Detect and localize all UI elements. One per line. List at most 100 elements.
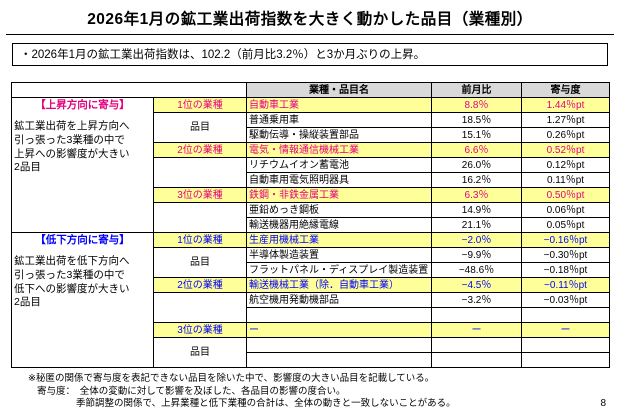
up-section-description-cell: 【上昇方向に寄与】 鉱工業出荷を上昇方向へ 引っ張った3業種の中で 上昇への影響… — [11, 97, 154, 234]
page-title: 2026年1月の鉱工業出荷指数を大きく動かした品目（業種別） — [87, 11, 533, 28]
footnotes: ※秘匿の関係で寄与度を表記できない品目を除いた中で、影響度の大きい品目を記載して… — [28, 373, 620, 410]
industry-name-cell: ー — [246, 322, 432, 339]
item-name-cell — [246, 352, 432, 369]
mom-cell: −2.0％ — [431, 232, 522, 249]
contribution-cell: 0.52％pt — [521, 142, 610, 159]
page-number: 8 — [600, 398, 606, 409]
mom-cell: −48.6％ — [431, 262, 522, 279]
contribution-cell — [521, 352, 610, 369]
contribution-cell — [521, 307, 610, 324]
item-name-cell: 輸送機器用絶縁電線 — [246, 217, 432, 234]
item-name-cell: 航空機用発動機部品 — [246, 292, 432, 309]
mom-cell: 6.3％ — [431, 187, 522, 204]
up-section-text: 鉱工業出荷を上昇方向へ 引っ張った3業種の中で 上昇への影響度が大きい 2品目 — [14, 120, 130, 174]
mom-cell: 14.9％ — [431, 202, 522, 219]
header-corner-cell — [11, 82, 247, 99]
rank-cell: 1位の業種 — [153, 97, 247, 114]
up-section-label: 【上昇方向に寄与】 — [35, 99, 130, 112]
mom-cell: 21.1％ — [431, 217, 522, 234]
contribution-cell: ー — [521, 322, 610, 339]
mom-cell — [431, 352, 522, 369]
rank-cell: 品目 — [153, 247, 247, 279]
mom-cell: 6.6％ — [431, 142, 522, 159]
table-row: 品目 半導体製造装置 −9.9％ −0.30％pt — [12, 247, 610, 279]
mom-cell: −4.5％ — [431, 277, 522, 294]
contribution-cell: 1.44％pt — [521, 97, 610, 114]
industry-name-cell: 電気・情報通信機械工業 — [246, 142, 432, 159]
mom-cell: 15.1％ — [431, 127, 522, 144]
item-name-cell — [246, 307, 432, 324]
table-row: リチウムイオン蓄電池 26.0％ 0.12％pt — [12, 157, 610, 189]
contribution-cell: −0.16％pt — [521, 232, 610, 249]
item-name-cell: フラットパネル・ディスプレイ製造装置 — [246, 262, 432, 279]
rank-cell: 2位の業種 — [153, 277, 247, 294]
header-industry-item: 業種・品目名 — [246, 82, 432, 99]
rank-cell: 3位の業種 — [153, 322, 247, 339]
summary-text: ・2026年1月の鉱工業出荷指数は、102.2（前月比3.2％）と3か月ぶりの上… — [20, 49, 426, 61]
item-name-cell — [246, 337, 432, 354]
mom-cell: ー — [431, 322, 522, 339]
contribution-cell: −0.11％pt — [521, 277, 610, 294]
contribution-cell — [521, 337, 610, 354]
contribution-cell: 0.05％pt — [521, 217, 610, 234]
table-row: 【上昇方向に寄与】 鉱工業出荷を上昇方向へ 引っ張った3業種の中で 上昇への影響… — [11, 97, 610, 234]
summary-box: ・2026年1月の鉱工業出荷指数は、102.2（前月比3.2％）と3か月ぶりの上… — [12, 43, 608, 67]
mom-cell: 18.5％ — [431, 112, 522, 129]
rank-cell: 2位の業種 — [153, 142, 247, 159]
shipment-index-table: 業種・品目名 前月比 寄与度 【上昇方向に寄与】 鉱工業出荷を上昇方向へ 引っ張… — [11, 82, 610, 369]
footnote-line: 季節調整の関係で、上昇業種と低下業種の合計は、全体の動きと一致しないことがある。 — [76, 398, 456, 410]
item-name-cell: 駆動伝導・操縦装置部品 — [246, 127, 432, 144]
rank-cell: 1位の業種 — [153, 232, 247, 249]
mom-cell — [431, 307, 522, 324]
industry-name-cell: 鉄鋼・非鉄金属工業 — [246, 187, 432, 204]
table-header-row: 業種・品目名 前月比 寄与度 — [11, 82, 610, 99]
contribution-cell: 0.11％pt — [521, 172, 610, 189]
header-contribution: 寄与度 — [521, 82, 610, 99]
rank-cell — [153, 292, 247, 324]
footnote-line: 寄与度： 全体の変動に対して影響を及ぼした、各品目の影響の度合い。 — [37, 385, 346, 397]
mom-cell — [431, 337, 522, 354]
header-mom: 前月比 — [431, 82, 522, 99]
industry-name-cell: 自動車工業 — [246, 97, 432, 114]
table-row: 駆動伝導・操縦装置部品 15.1％ 0.26％pt — [12, 127, 610, 144]
rank-cell: 品目 — [153, 112, 247, 144]
contribution-cell: 1.27％pt — [521, 112, 610, 129]
item-name-cell: リチウムイオン蓄電池 — [246, 157, 432, 174]
mom-cell: −9.9％ — [431, 247, 522, 264]
rank-cell — [153, 202, 247, 234]
table-row: 2位の業種 電気・情報通信機械工業 6.6％ 0.52％pt — [12, 142, 610, 159]
rank-cell: 品目 — [153, 337, 247, 369]
contribution-cell: −0.03％pt — [521, 292, 610, 309]
mom-cell: 16.2％ — [431, 172, 522, 189]
down-section-text: 鉱工業出荷を低下方向へ 引っ張った3業種の中で 低下への影響度が大きい 2品目 — [14, 255, 130, 309]
table-row: 亜鉛めっき鋼板 14.9％ 0.06％pt — [12, 202, 610, 234]
item-name-cell: 亜鉛めっき鋼板 — [246, 202, 432, 219]
industry-name-cell: 生産用機械工業 — [246, 232, 432, 249]
mom-cell: 8.8％ — [431, 97, 522, 114]
contribution-cell: −0.30％pt — [521, 247, 610, 264]
table-row: 品目 — [12, 337, 610, 369]
down-section-label: 【低下方向に寄与】 — [35, 234, 130, 247]
table-row: 航空機用発動機部品 −3.2％ −0.03％pt — [12, 292, 610, 324]
table-row: 輸送機器用絶縁電線 21.1％ 0.05％pt — [12, 217, 610, 234]
table-row — [12, 307, 610, 324]
item-name-cell: 半導体製造装置 — [246, 247, 432, 264]
table-row — [12, 352, 610, 369]
table-row: 3位の業種 鉄鋼・非鉄金属工業 6.3％ 0.50％pt — [12, 187, 610, 204]
rank-cell: 3位の業種 — [153, 187, 247, 204]
footnote-line: ※秘匿の関係で寄与度を表記できない品目を除いた中で、影響度の大きい品目を記載して… — [28, 373, 435, 385]
contribution-cell: 0.12％pt — [521, 157, 610, 174]
contribution-cell: 0.50％pt — [521, 187, 610, 204]
item-name-cell: 自動車用電気照明器具 — [246, 172, 432, 189]
industry-name-cell: 輸送機械工業（除．自動車工業） — [246, 277, 432, 294]
rank-cell — [153, 157, 247, 189]
title-divider — [6, 34, 614, 35]
item-name-cell: 普通乗用車 — [246, 112, 432, 129]
down-section-description-cell: 【低下方向に寄与】 鉱工業出荷を低下方向へ 引っ張った3業種の中で 低下への影響… — [11, 232, 154, 369]
mom-cell: 26.0％ — [431, 157, 522, 174]
contribution-cell: 0.06％pt — [521, 202, 610, 219]
table-row: 【低下方向に寄与】 鉱工業出荷を低下方向へ 引っ張った3業種の中で 低下への影響… — [11, 232, 610, 369]
contribution-cell: −0.18％pt — [521, 262, 610, 279]
mom-cell: −3.2％ — [431, 292, 522, 309]
